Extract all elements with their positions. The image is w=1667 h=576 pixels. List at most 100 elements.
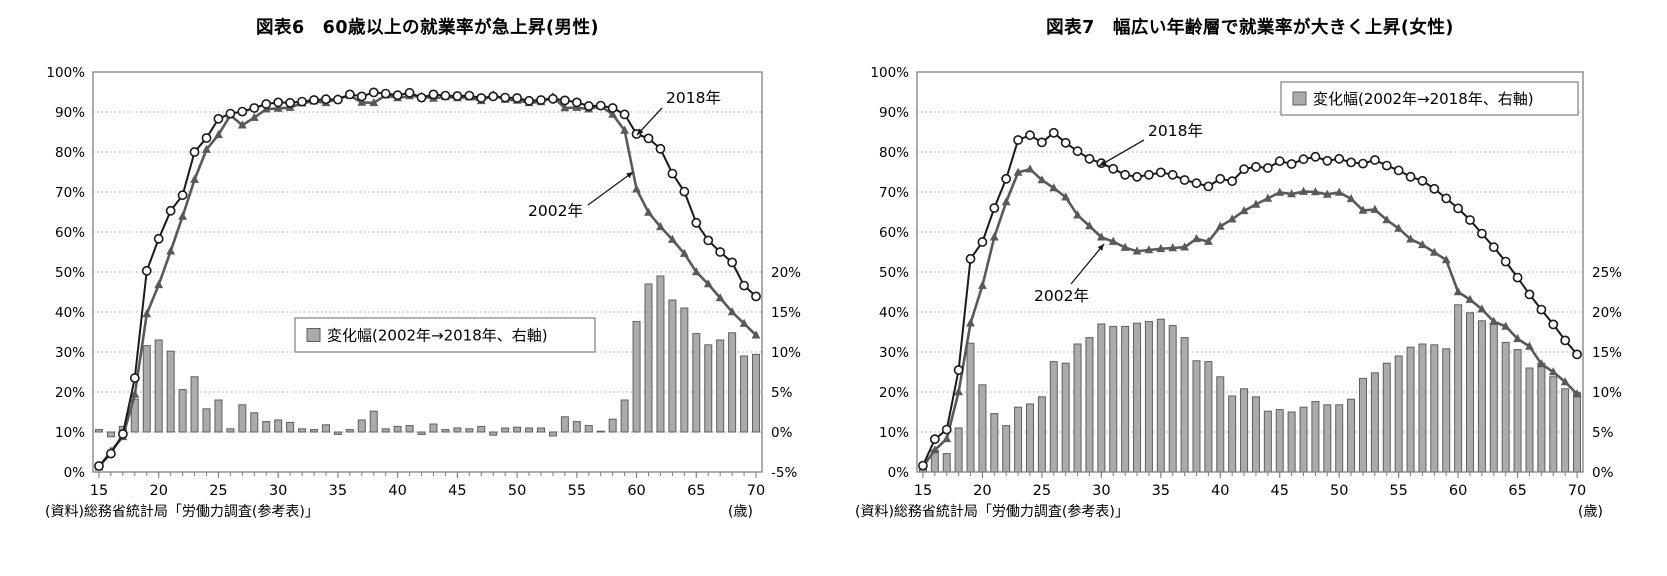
bar-age-20: [978, 384, 987, 473]
bar-age-36: [1168, 325, 1177, 473]
bar-age-35: [1156, 318, 1165, 473]
svg-text:40: 40: [388, 483, 406, 499]
svg-text:90%: 90%: [879, 105, 909, 121]
bar-age-67: [716, 339, 725, 433]
bar-age-40: [393, 425, 402, 433]
men-annotation-1: 2018年: [636, 89, 721, 136]
bar-age-40: [1216, 376, 1225, 473]
bar-age-62: [1477, 320, 1486, 473]
bar-age-47: [1299, 406, 1308, 473]
bar-age-49: [1323, 404, 1332, 473]
bar-age-21: [166, 350, 175, 433]
bar-age-57: [596, 430, 605, 433]
women-left-axis-labels: 0% 10% 20% 30% 40% 50% 60% 70% 80% 90% 100%: [870, 65, 909, 481]
svg-text:5%: 5%: [1592, 425, 1614, 441]
bar-age-42: [417, 431, 426, 435]
bar-age-55: [572, 421, 581, 433]
svg-text:0%: 0%: [1592, 465, 1614, 481]
svg-text:0%: 0%: [771, 425, 793, 441]
bar-age-43: [1251, 396, 1260, 473]
bar-age-17: [942, 453, 951, 473]
svg-text:20: 20: [973, 483, 991, 499]
bar-age-41: [1228, 395, 1237, 473]
bar-age-44: [1263, 410, 1272, 473]
bar-age-37: [357, 419, 366, 433]
bar-age-67: [1537, 362, 1546, 473]
svg-text:変化幅(2002年→2018年、右軸): 変化幅(2002年→2018年、右軸): [1313, 90, 1534, 108]
svg-text:15%: 15%: [771, 305, 801, 321]
women-right-axis-labels: 0% 5% 10% 15% 20% 25%: [1592, 265, 1622, 481]
svg-text:10%: 10%: [771, 345, 801, 361]
women-legend-swatch-icon: [1292, 91, 1307, 106]
bar-age-23: [1014, 406, 1023, 473]
bar-age-70: [1573, 392, 1582, 473]
svg-text:50%: 50%: [55, 265, 85, 281]
women-legend: 変化幅(2002年→2018年、右軸): [1280, 81, 1579, 116]
bar-age-22: [178, 389, 187, 433]
svg-text:変化幅(2002年→2018年、右軸): 変化幅(2002年→2018年、右軸): [327, 327, 548, 345]
bar-age-64: [680, 307, 689, 433]
svg-text:20%: 20%: [771, 265, 801, 281]
bar-age-60: [1454, 304, 1463, 473]
bar-age-37: [1180, 337, 1189, 473]
svg-text:65: 65: [687, 483, 705, 499]
women-line-2018: [918, 127, 1582, 471]
svg-text:30%: 30%: [55, 345, 85, 361]
bar-age-18: [130, 398, 139, 433]
bar-age-48: [1311, 401, 1320, 473]
bar-age-68: [728, 332, 737, 433]
bar-age-52: [1358, 377, 1367, 473]
bar-age-50: [513, 426, 522, 433]
svg-text:100%: 100%: [870, 65, 909, 81]
bar-age-24: [1025, 403, 1034, 473]
bar-age-53: [548, 431, 557, 437]
svg-text:5%: 5%: [771, 385, 793, 401]
bar-age-62: [656, 275, 665, 433]
svg-text:60: 60: [627, 483, 645, 499]
bar-age-65: [692, 333, 701, 433]
bar-age-51: [1347, 398, 1356, 473]
bar-age-56: [584, 425, 593, 433]
svg-text:0%: 0%: [888, 465, 910, 481]
svg-text:40%: 40%: [55, 305, 85, 321]
bar-age-66: [704, 344, 713, 433]
bar-age-38: [1192, 360, 1201, 473]
bar-age-61: [1466, 312, 1475, 473]
bar-age-18: [954, 427, 963, 473]
bar-age-58: [1430, 344, 1439, 473]
bar-age-46: [1287, 411, 1296, 473]
bar-age-51: [525, 427, 534, 433]
women-line-2002: [918, 164, 1582, 471]
svg-text:100%: 100%: [46, 65, 85, 81]
svg-text:30: 30: [1092, 483, 1110, 499]
x-axis-unit-women: (歳): [1578, 504, 1603, 520]
bar-age-65: [1513, 349, 1522, 473]
svg-text:70%: 70%: [879, 185, 909, 201]
bar-age-32: [1121, 325, 1130, 473]
chart-title-men: 図表6 60歳以上の就業率が急上昇(男性): [255, 18, 600, 38]
bar-age-47: [477, 425, 486, 433]
svg-text:70: 70: [1568, 483, 1586, 499]
bar-age-33: [310, 429, 319, 433]
bar-age-42: [1240, 388, 1249, 473]
women-plot-border: [916, 71, 1584, 473]
svg-text:45: 45: [448, 483, 466, 499]
bar-age-32: [298, 428, 307, 433]
svg-text:30%: 30%: [879, 345, 909, 361]
svg-text:50: 50: [508, 483, 526, 499]
bar-age-54: [560, 416, 569, 433]
men-annotation-2: 2002年: [528, 171, 634, 220]
bar-age-25: [214, 399, 223, 433]
bar-age-29: [262, 421, 271, 433]
svg-text:2002年: 2002年: [528, 202, 583, 220]
svg-text:15: 15: [914, 483, 932, 499]
bar-age-64: [1501, 341, 1510, 473]
bar-age-50: [1335, 404, 1344, 473]
bar-age-31: [286, 421, 295, 433]
bar-age-41: [405, 425, 414, 433]
bar-age-63: [1489, 322, 1498, 473]
bar-age-19: [142, 345, 151, 433]
bar-age-59: [1442, 348, 1451, 473]
svg-text:10%: 10%: [1592, 385, 1622, 401]
